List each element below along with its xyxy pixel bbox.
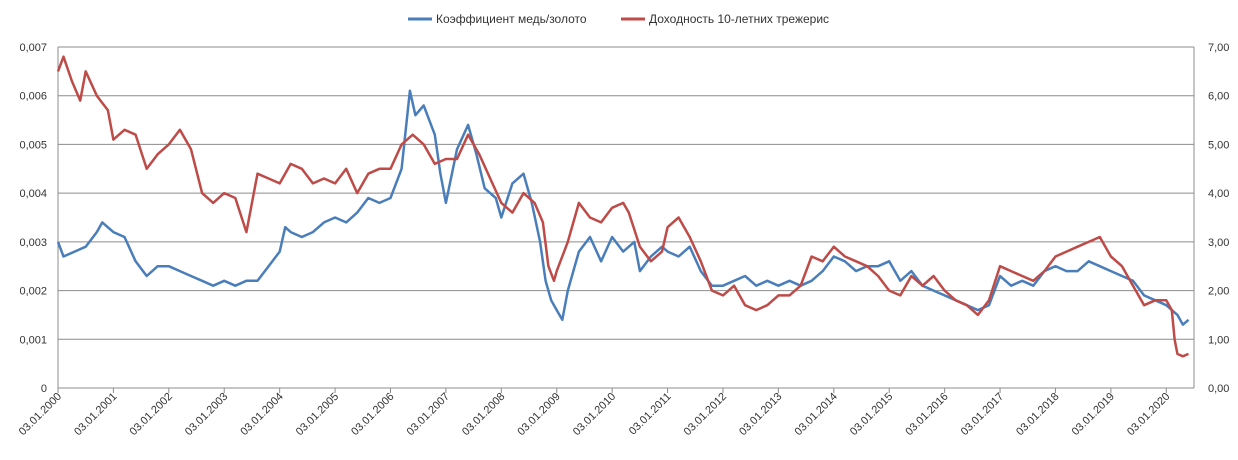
axes: 0 0,001 0,002 0,003 0,004 0,005 0,006 0,007 0,00… xyxy=(17,42,1230,438)
left-tick-label: 0,006 xyxy=(19,91,47,103)
x-tick-label: 03.01.2004 xyxy=(238,391,285,438)
x-tick-label: 03.01.2009 xyxy=(515,391,562,438)
x-tick-label: 03.01.2000 xyxy=(17,391,64,438)
x-tick-label: 03.01.2010 xyxy=(571,391,618,438)
x-tick-label: 03.01.2018 xyxy=(1014,391,1061,438)
x-tick-label: 03.01.2016 xyxy=(903,391,950,438)
x-tick-label: 03.01.2019 xyxy=(1070,391,1117,438)
right-tick-label: 0,00 xyxy=(1208,383,1229,395)
left-tick-label: 0,007 xyxy=(19,42,47,54)
right-tick-label: 2,00 xyxy=(1208,286,1229,298)
right-tick-label: 1,00 xyxy=(1208,334,1229,346)
x-tick-label: 03.01.2014 xyxy=(793,391,840,438)
legend-label-2: Доходность 10-летних трежерис xyxy=(649,12,829,26)
x-tick-label: 03.01.2012 xyxy=(682,391,729,438)
left-tick-label: 0,005 xyxy=(19,139,47,151)
x-tick-label: 03.01.2005 xyxy=(294,391,341,438)
left-tick-label: 0 xyxy=(41,383,47,395)
right-tick-label: 3,00 xyxy=(1208,237,1229,249)
right-tick-label: 5,00 xyxy=(1208,139,1229,151)
left-tick-label: 0,004 xyxy=(19,188,47,200)
x-tick-label: 03.01.2001 xyxy=(72,391,119,438)
x-tick-label: 03.01.2007 xyxy=(405,391,452,438)
x-tick-label: 03.01.2017 xyxy=(959,391,1006,438)
x-tick-label: 03.01.2020 xyxy=(1125,391,1172,438)
legend-label-1: Коэффициент медь/золото xyxy=(436,12,587,26)
gridlines xyxy=(58,46,1194,340)
x-tick-label: 03.01.2003 xyxy=(183,391,230,438)
x-tick-label: 03.01.2008 xyxy=(460,391,507,438)
x-tick-label: 03.01.2011 xyxy=(627,391,674,438)
x-tick-label: 03.01.2015 xyxy=(848,391,895,438)
x-tick-label: 03.01.2013 xyxy=(737,391,784,438)
left-tick-label: 0,003 xyxy=(19,237,47,249)
x-tick-label: 03.01.2002 xyxy=(128,391,175,438)
legend: Коэффициент медь/золото Доходность 10-лет… xyxy=(408,12,829,26)
right-tick-label: 4,00 xyxy=(1208,188,1229,200)
right-tick-label: 7,00 xyxy=(1208,42,1229,54)
series-lines xyxy=(56,55,1190,358)
series-line-2 xyxy=(56,55,1189,358)
x-tick-label: 03.01.2006 xyxy=(349,391,396,438)
left-tick-label: 0,001 xyxy=(19,334,47,346)
left-tick-label: 0,002 xyxy=(19,286,47,298)
right-tick-label: 6,00 xyxy=(1208,91,1229,103)
series-line-1 xyxy=(56,89,1190,326)
